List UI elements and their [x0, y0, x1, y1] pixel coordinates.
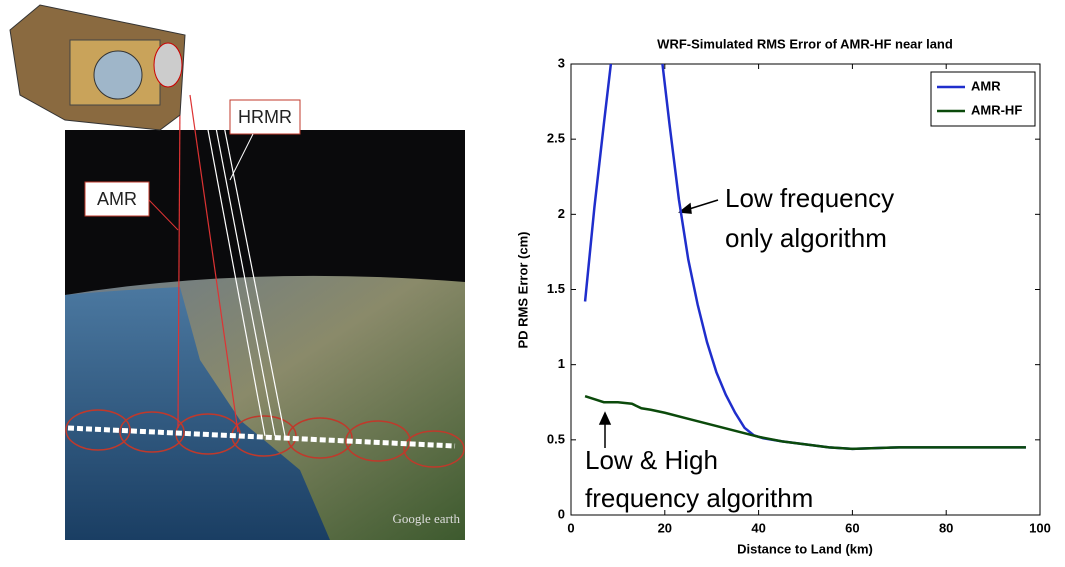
annotation: Low & High: [585, 445, 718, 475]
label-pointer: [229, 133, 254, 181]
label-box: [84, 181, 150, 217]
ocean: [65, 287, 330, 540]
x-axis-label: Distance to Land (km): [737, 541, 873, 556]
hrmr-beams: [194, 59, 286, 437]
x-tick-label: 40: [751, 520, 765, 535]
y-tick-label: 0: [558, 506, 565, 521]
y-tick-label: 3: [558, 55, 565, 70]
annotation: frequency algorithm: [585, 483, 813, 513]
swath: [67, 425, 456, 449]
y-tick-label: 0.5: [547, 431, 565, 446]
y-tick-label: 2.5: [547, 131, 565, 146]
x-tick-label: 100: [1029, 520, 1051, 535]
x-tick-label: 20: [658, 520, 672, 535]
annotation: Low frequency: [725, 183, 894, 213]
label-box: [229, 99, 301, 135]
beam-label: AMR: [97, 189, 137, 209]
satellite: [9, 4, 186, 131]
y-tick-label: 1.5: [547, 281, 565, 296]
legend-label: AMR: [971, 78, 1001, 93]
x-tick-label: 60: [845, 520, 859, 535]
y-tick-label: 2: [558, 206, 565, 221]
illustration: HRMR AMR Google earth: [9, 4, 465, 540]
y-tick-label: 1: [558, 356, 565, 371]
credit: Google earth: [392, 511, 460, 526]
label-pointer: [148, 199, 179, 231]
x-tick-label: 80: [939, 520, 953, 535]
annotation: only algorithm: [725, 223, 887, 253]
beam-label: HRMR: [238, 107, 292, 127]
y-axis-label: PD RMS Error (cm): [515, 231, 530, 348]
data-line: [584, 395, 1026, 451]
chart-title: WRF-Simulated RMS Error of AMR-HF near l…: [657, 36, 953, 51]
legend-label: AMR-HF: [971, 102, 1022, 117]
amr-beams: [177, 94, 239, 433]
legend-box: [930, 71, 1036, 127]
chart: WRF-Simulated RMS Error of AMR-HF near l…: [515, 36, 1050, 556]
annotation-arrows: [598, 199, 719, 448]
x-tick-label: 0: [567, 520, 574, 535]
